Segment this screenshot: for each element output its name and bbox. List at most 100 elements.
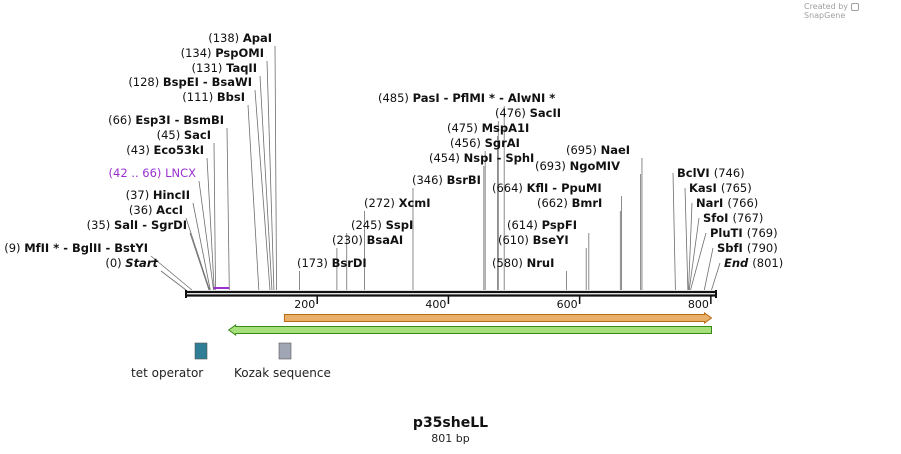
site-text-mspa1i: (475) MspA1I xyxy=(447,121,529,135)
site-label-acci[interactable]: (36) AccI xyxy=(129,203,183,217)
leader-line-sali-sgrdi xyxy=(189,232,210,291)
site-label-sbfi[interactable]: SbfI (790) xyxy=(717,241,778,255)
feature-arrows xyxy=(227,312,713,336)
site-label-kasi[interactable]: KasI (765) xyxy=(689,181,752,195)
site-position: (476) xyxy=(495,106,530,120)
site-text-sbfi: SbfI (790) xyxy=(717,241,778,255)
site-label-nrui[interactable]: (580) NruI xyxy=(492,256,554,270)
site-position: (173) xyxy=(297,256,332,270)
site-text-pluti: PluTI (769) xyxy=(710,226,778,240)
site-position: (614) xyxy=(507,218,542,232)
leader-line-bspei-bsawi xyxy=(254,89,271,291)
site-position: (766) xyxy=(727,196,758,210)
site-text-start: (0) Start xyxy=(105,256,158,270)
legend-swatches xyxy=(194,342,292,360)
leader-line-nari xyxy=(688,202,693,291)
site-label-apai[interactable]: (138) ApaI xyxy=(208,31,272,45)
site-label-eco53ki[interactable]: (43) Eco53kI xyxy=(126,143,204,157)
created-by-credit: Created by SnapGene xyxy=(804,2,901,20)
site-label-kfli-ppumi[interactable]: (664) KflI - PpuMI xyxy=(492,181,602,195)
site-text-kfli-ppumi: (664) KflI - PpuMI xyxy=(492,181,602,195)
site-position: (66) xyxy=(108,113,135,127)
leader-line-eco53ki xyxy=(206,157,215,291)
site-label-ngomiv[interactable]: (693) NgoMIV xyxy=(535,159,620,173)
site-label-bmri[interactable]: (662) BmrI xyxy=(537,196,602,210)
leader-line-mfii-bglii-bstyi xyxy=(150,255,193,291)
site-label-pspomi[interactable]: (134) PspOMI xyxy=(181,46,264,60)
site-label-sacii[interactable]: (476) SacII xyxy=(495,106,561,120)
site-text-pspomi: (134) PspOMI xyxy=(181,46,264,60)
site-text-end: End (801) xyxy=(724,256,783,270)
leader-line-esp3i-bsmbi xyxy=(226,127,230,291)
site-text-sfoi: SfoI (767) xyxy=(703,211,763,225)
leader-line-sfoi xyxy=(688,217,700,291)
site-text-sspi: (245) SspI xyxy=(351,218,413,232)
site-position: (230) xyxy=(332,233,367,247)
site-position: (769) xyxy=(747,226,778,240)
site-name: TaqII xyxy=(226,61,257,75)
site-position: (801) xyxy=(752,256,783,270)
site-label-bspei-bsawi[interactable]: (128) BspEI - BsaWI xyxy=(128,75,252,89)
site-name: KflI - PpuMI xyxy=(527,181,602,195)
site-position: (35) xyxy=(87,218,114,232)
site-label-start[interactable]: (0) Start xyxy=(105,256,158,270)
site-position: (695) xyxy=(566,143,601,157)
site-position: (45) xyxy=(157,128,184,142)
site-position: (134) xyxy=(181,46,216,60)
site-label-esp3i-bsmbi[interactable]: (66) Esp3I - BsmBI xyxy=(108,113,224,127)
site-name: NaeI xyxy=(601,143,630,157)
site-label-sfoi[interactable]: SfoI (767) xyxy=(703,211,763,225)
site-label-pasi-pflmi-alwni[interactable]: (485) PasI - PflMI * - AlwNI * xyxy=(378,91,555,105)
site-label-sspi[interactable]: (245) SspI xyxy=(351,218,413,232)
leader-line-bclvi xyxy=(672,172,676,291)
site-label-xcmi[interactable]: (272) XcmI xyxy=(364,196,431,210)
site-name: SgrAI xyxy=(485,136,520,150)
site-label-hincii[interactable]: (37) HincII xyxy=(126,188,190,202)
site-label-sali-sgrdi[interactable]: (35) SalI - SgrDI xyxy=(87,218,187,232)
site-label-mfii-bglii-bstyi[interactable]: (9) MfII * - BglII - BstYI xyxy=(4,241,148,255)
site-text-acci: (36) AccI xyxy=(129,203,183,217)
site-text-nspi-sphi: (454) NspI - SphI xyxy=(429,151,534,165)
site-position: (767) xyxy=(732,211,763,225)
site-label-naei[interactable]: (695) NaeI xyxy=(566,143,630,157)
site-position: (580) xyxy=(492,256,527,270)
site-text-mfii-bglii-bstyi: (9) MfII * - BglII - BstYI xyxy=(4,241,148,255)
site-name: SacI xyxy=(184,128,211,142)
site-name: NarI xyxy=(696,196,727,210)
site-name: NruI xyxy=(527,256,555,270)
axis-ticks: 200 400 600 800 xyxy=(185,290,717,311)
site-label-pspfi[interactable]: (614) PspFI xyxy=(507,218,577,232)
site-label-bsrdi[interactable]: (173) BsrDI xyxy=(297,256,367,270)
site-label-pluti[interactable]: PluTI (769) xyxy=(710,226,778,240)
site-label-taqii[interactable]: (131) TaqII xyxy=(191,61,257,75)
site-name: PspOMI xyxy=(215,46,264,60)
site-label-lncx[interactable]: (42 .. 66) LNCX xyxy=(109,166,197,180)
site-label-saci[interactable]: (45) SacI xyxy=(157,128,211,142)
green-feature-arrow[interactable] xyxy=(227,324,712,336)
site-name: BseYI xyxy=(533,233,569,247)
leader-line-bbsi xyxy=(247,104,260,291)
site-label-bsaai[interactable]: (230) BsaAI xyxy=(332,233,403,247)
site-text-bseyi: (610) BseYI xyxy=(498,233,569,247)
site-text-eco53ki: (43) Eco53kI xyxy=(126,143,204,157)
site-label-sgrai[interactable]: (456) SgrAI xyxy=(450,136,520,150)
site-name: NspI - SphI xyxy=(464,151,535,165)
site-text-taqii: (131) TaqII xyxy=(191,61,257,75)
site-text-saci: (45) SacI xyxy=(157,128,211,142)
leader-line-pluti xyxy=(690,232,707,291)
site-label-nspi-sphi[interactable]: (454) NspI - SphI xyxy=(429,151,534,165)
site-label-end[interactable]: End (801) xyxy=(724,256,783,270)
label-leader-lines xyxy=(150,45,721,291)
site-label-bseyi[interactable]: (610) BseYI xyxy=(498,233,569,247)
site-text-naei: (695) NaeI xyxy=(566,143,630,157)
site-text-ngomiv: (693) NgoMIV xyxy=(535,159,620,173)
site-label-bsrbi[interactable]: (346) BsrBI xyxy=(412,173,481,187)
site-label-bclvi[interactable]: BclVI (746) xyxy=(677,166,745,180)
site-label-mspa1i[interactable]: (475) MspA1I xyxy=(447,121,529,135)
site-label-nari[interactable]: NarI (766) xyxy=(696,196,758,210)
site-label-bbsi[interactable]: (111) BbsI xyxy=(182,90,245,104)
orange-feature-arrow[interactable] xyxy=(283,312,713,324)
site-position: (36) xyxy=(129,203,156,217)
site-name: PspFI xyxy=(542,218,577,232)
